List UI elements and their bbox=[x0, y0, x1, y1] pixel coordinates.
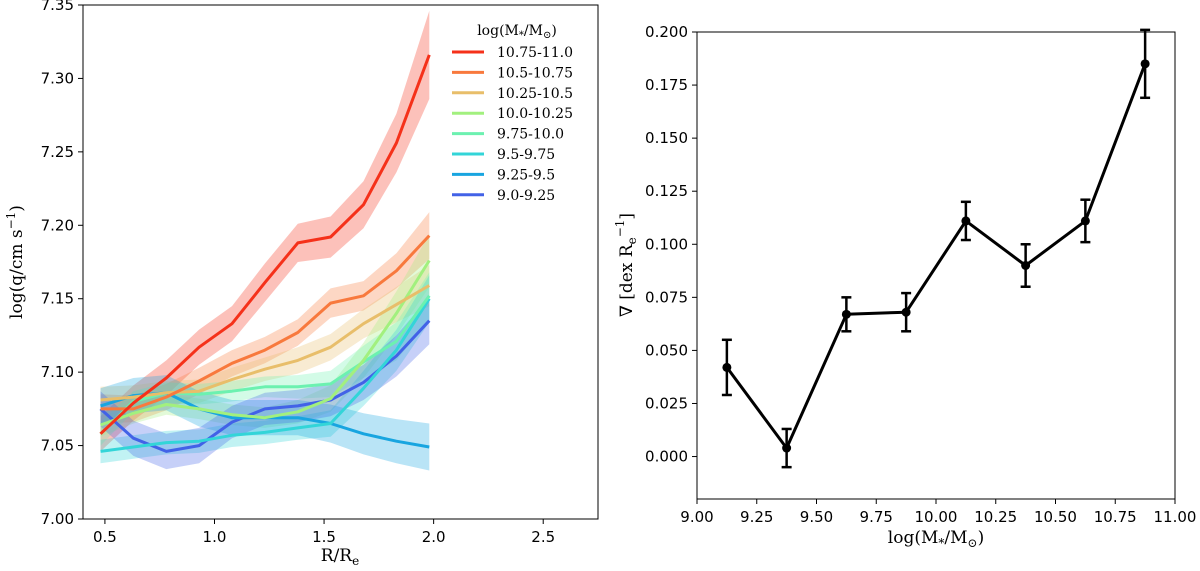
series-line-10.25-10.5 bbox=[100, 284, 431, 402]
data-point bbox=[1140, 28, 1151, 100]
y-tick-label: 0.175 bbox=[645, 76, 688, 94]
right-y-ticks: 0.000 0.025 0.050 0.075 0.100 0.125 0.150 0.175… bbox=[645, 23, 697, 466]
y-tick-label: 7.35 bbox=[41, 0, 74, 14]
data-point bbox=[901, 291, 912, 333]
marker bbox=[1080, 216, 1090, 226]
x-tick-label: 9.75 bbox=[860, 508, 893, 526]
legend-items: 10.75-11.0 10.5-10.75 10.25-10.5 10.0-10.25… bbox=[452, 45, 573, 204]
marker bbox=[841, 309, 851, 319]
y-tick-label: 0.075 bbox=[645, 288, 688, 306]
series-line-10.5-10.75 bbox=[100, 234, 431, 411]
x-tick-label: 10.00 bbox=[915, 508, 958, 526]
right-y-axis-label: ∇ [dex Re−1] bbox=[613, 213, 639, 317]
y-tick-label: 7.05 bbox=[41, 437, 74, 455]
series-line-10.75-11.0 bbox=[99, 54, 431, 435]
x-tick-label: 2.5 bbox=[531, 528, 555, 546]
marker bbox=[961, 216, 971, 226]
legend-label-9.5-9.75: 9.5-9.75 bbox=[497, 147, 555, 163]
error-band-10.0-10.25 bbox=[100, 234, 430, 437]
data-point bbox=[1080, 198, 1091, 244]
left-panel: 0.5 1.0 1.5 2.0 2.5 7.00 7.05 7.10 7.15 7.20 7.25… bbox=[4, 0, 599, 568]
legend-label-10.75-11.0: 10.75-11.0 bbox=[497, 45, 573, 61]
x-tick-label: 9.50 bbox=[800, 508, 833, 526]
y-tick-label: 7.30 bbox=[41, 69, 74, 87]
y-tick-label: 0.150 bbox=[645, 129, 688, 147]
marker bbox=[901, 307, 911, 317]
legend-label-9.75-10.0: 9.75-10.0 bbox=[497, 127, 564, 143]
y-tick-label: 0.000 bbox=[645, 448, 688, 466]
data-point bbox=[841, 296, 852, 333]
x-tick-label: 11.00 bbox=[1154, 508, 1197, 526]
legend-title: log(M*/M⊙) bbox=[477, 23, 557, 41]
x-tick-label: 2.0 bbox=[422, 528, 446, 546]
data-point bbox=[721, 338, 732, 397]
x-tick-label: 9.00 bbox=[680, 508, 713, 526]
y-tick-label: 7.25 bbox=[41, 143, 74, 161]
x-tick-label: 10.25 bbox=[974, 508, 1017, 526]
left-x-axis-label: R/Re bbox=[321, 546, 359, 568]
right-panel: 9.00 9.25 9.50 9.75 10.00 10.25 10.50 10.75 11.0… bbox=[613, 23, 1196, 550]
x-tick-label: 10.50 bbox=[1034, 508, 1077, 526]
marker bbox=[722, 362, 732, 372]
series-line-10.0-10.25 bbox=[99, 259, 431, 427]
y-tick-label: 0.050 bbox=[645, 341, 688, 359]
x-tick-label: 0.5 bbox=[93, 528, 117, 546]
legend-label-9.0-9.25: 9.0-9.25 bbox=[497, 188, 555, 204]
left-x-ticks: 0.5 1.0 1.5 2.0 2.5 bbox=[93, 519, 555, 546]
y-tick-label: 0.100 bbox=[645, 235, 688, 253]
gradient-line bbox=[725, 63, 1147, 450]
data-point bbox=[960, 200, 971, 242]
y-tick-label: 7.15 bbox=[41, 290, 74, 308]
right-x-ticks: 9.00 9.25 9.50 9.75 10.00 10.25 10.50 10.75 11.0… bbox=[680, 499, 1196, 526]
y-tick-label: 7.00 bbox=[41, 510, 74, 528]
y-tick-label: 7.10 bbox=[41, 363, 74, 381]
y-tick-label: 0.125 bbox=[645, 182, 688, 200]
series-line-9.5-9.75 bbox=[100, 297, 431, 453]
marker bbox=[1140, 59, 1150, 69]
marker bbox=[1021, 261, 1031, 270]
legend-label-10.25-10.5: 10.25-10.5 bbox=[497, 86, 573, 102]
x-tick-label: 9.25 bbox=[740, 508, 773, 526]
data-point bbox=[1020, 243, 1031, 288]
left-y-axis-label: log(q/cm s−1) bbox=[4, 205, 27, 319]
y-tick-label: 0.200 bbox=[645, 23, 688, 41]
data-point bbox=[781, 427, 792, 469]
x-tick-label: 1.5 bbox=[312, 528, 336, 546]
legend: log(M*/M⊙) 10.75-11.0 10.5-10.75 10.25-10.… bbox=[452, 23, 573, 204]
left-axes-frame bbox=[82, 4, 599, 520]
right-gradient-line bbox=[721, 28, 1151, 469]
right-x-axis-label: log(M*/M⊙) bbox=[888, 528, 984, 550]
y-tick-label: 7.20 bbox=[41, 216, 74, 234]
left-y-ticks: 7.00 7.05 7.10 7.15 7.20 7.25 7.30 7.35 bbox=[41, 0, 83, 528]
error-band-9.25-9.5 bbox=[100, 375, 430, 471]
legend-label-9.25-9.5: 9.25-9.5 bbox=[497, 167, 555, 183]
legend-label-10.5-10.75: 10.5-10.75 bbox=[497, 65, 573, 81]
y-tick-label: 0.025 bbox=[645, 394, 688, 412]
x-tick-label: 10.75 bbox=[1094, 508, 1137, 526]
marker bbox=[782, 443, 792, 453]
x-tick-label: 1.0 bbox=[203, 528, 227, 546]
left-series-lines bbox=[99, 54, 431, 453]
legend-label-10.0-10.25: 10.0-10.25 bbox=[497, 106, 573, 122]
error-band-9.5-9.75 bbox=[100, 275, 430, 464]
